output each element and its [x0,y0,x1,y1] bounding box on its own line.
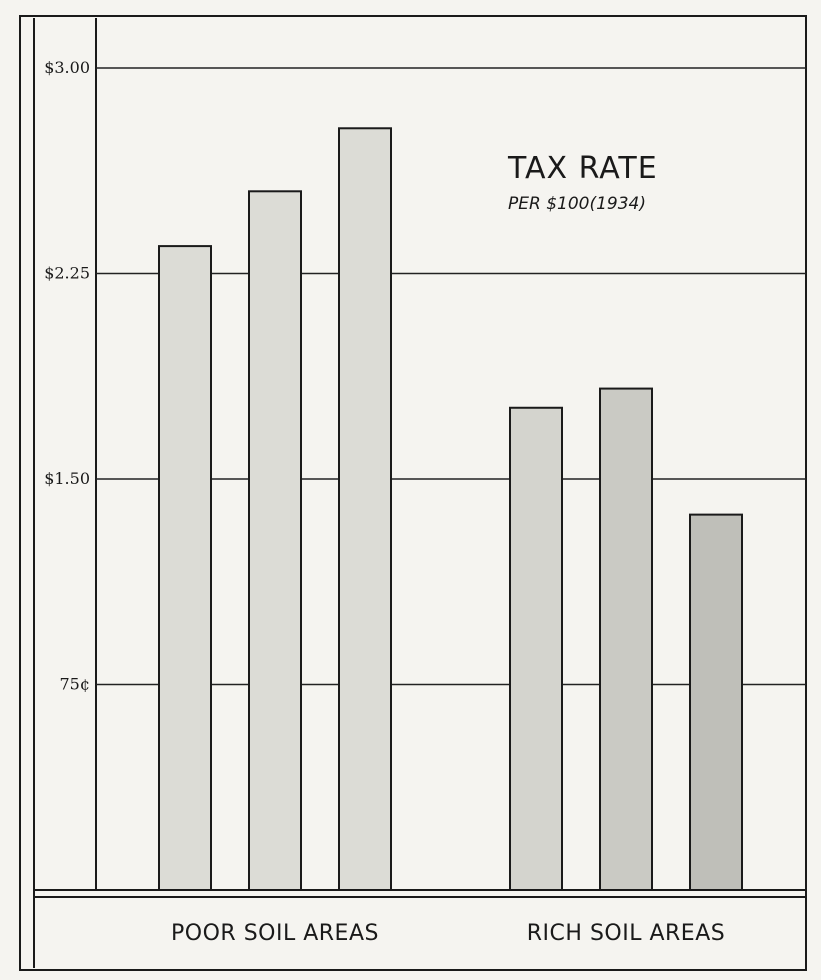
bar-rich-2 [599,387,653,891]
chart-subtitle: PER $100(1934) [508,194,646,214]
bar-rich-1 [509,406,563,891]
y-tick-label: $1.50 [44,469,90,488]
y-tick-labels: 75¢ $1.50 $2.25 $3.00 [44,58,90,694]
bar-poor-2 [248,190,302,892]
category-label: POOR SOIL AREAS [171,921,379,946]
chart-frame [19,15,807,971]
category-label: RICH SOIL AREAS [527,921,725,946]
bar-rich-3 [689,513,743,891]
y-tick-label: $2.25 [44,264,90,283]
bars [158,127,743,892]
gridlines [96,67,806,686]
y-tick-label: $3.00 [44,58,90,77]
chart-title: TAX RATE [507,151,658,186]
category-labels: POOR SOIL AREAS RICH SOIL AREAS [171,921,725,946]
y-tick-label: 75¢ [59,675,90,694]
bar-poor-3 [338,127,392,891]
bar-poor-1 [158,245,212,892]
